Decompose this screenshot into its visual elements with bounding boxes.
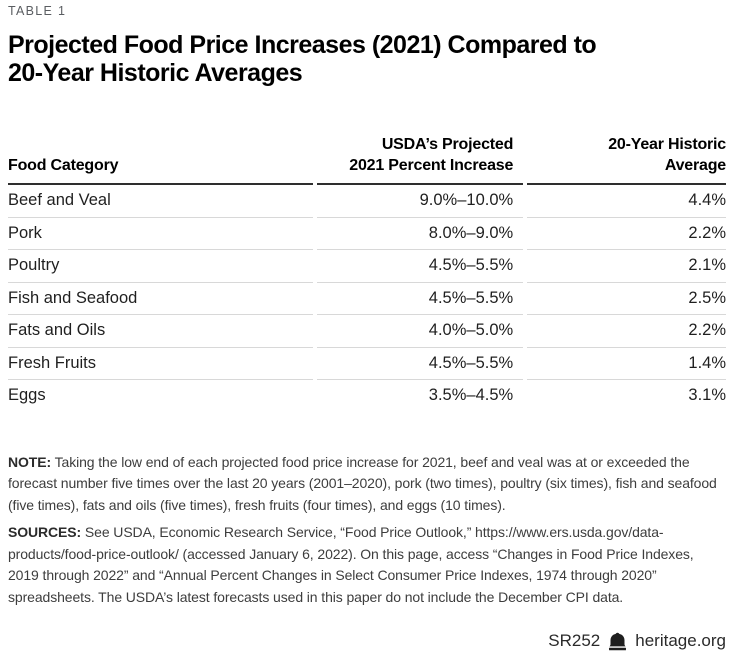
cell-category: Poultry	[8, 250, 314, 283]
cell-category: Fish and Seafood	[8, 283, 314, 315]
cell-category: Fats and Oils	[8, 315, 314, 348]
cell-historic: 2.1%	[527, 250, 726, 283]
table-header-row: Food Category USDA’s Projected 2021 Perc…	[8, 134, 726, 185]
sources-label: SOURCES:	[8, 524, 82, 540]
table-row: Beef and Veal 9.0%–10.0% 4.4%	[8, 185, 726, 218]
cell-projected: 9.0%–10.0%	[317, 185, 524, 218]
column-header-projected-line-2: 2021 Percent Increase	[349, 157, 514, 174]
cell-category: Beef and Veal	[8, 185, 314, 218]
site-link[interactable]: heritage.org	[635, 631, 726, 650]
column-header-projected-increase: USDA’s Projected 2021 Percent Increase	[317, 134, 524, 185]
cell-projected: 4.5%–5.5%	[317, 348, 524, 380]
column-header-food-category: Food Category	[8, 134, 314, 185]
note-text: Taking the low end of each projected foo…	[8, 453, 717, 513]
report-footer: SR252 heritage.org	[8, 631, 726, 651]
page-title: Projected Food Price Increases (2021) Co…	[8, 31, 726, 87]
sources-text: See USDA, Economic Research Service, “Fo…	[8, 524, 694, 605]
cell-category: Pork	[8, 218, 314, 250]
table-row: Fats and Oils 4.0%–5.0% 2.2%	[8, 315, 726, 348]
cell-projected: 8.0%–9.0%	[317, 218, 524, 250]
cell-projected: 4.5%–5.5%	[317, 250, 524, 283]
table-row: Pork 8.0%–9.0% 2.2%	[8, 218, 726, 250]
cell-historic: 2.5%	[527, 283, 726, 315]
liberty-bell-icon	[609, 632, 627, 650]
table-row: Fish and Seafood 4.5%–5.5% 2.5%	[8, 283, 726, 315]
cell-projected: 4.0%–5.0%	[317, 315, 524, 348]
note-paragraph: NOTE: Taking the low end of each project…	[8, 452, 726, 517]
cell-historic: 2.2%	[527, 218, 726, 250]
note-label: NOTE:	[8, 453, 52, 470]
cell-projected: 4.5%–5.5%	[317, 283, 524, 315]
report-id: SR252	[548, 631, 601, 650]
page-title-line-2: 20-Year Historic Averages	[8, 59, 303, 87]
table-row: Fresh Fruits 4.5%–5.5% 1.4%	[8, 348, 726, 380]
column-header-historic-average: 20-Year Historic Average	[527, 134, 726, 185]
sources-paragraph: SOURCES: See USDA, Economic Research Ser…	[8, 522, 726, 608]
column-header-projected-line-1: USDA’s Projected	[381, 136, 514, 153]
cell-category: Fresh Fruits	[8, 348, 314, 380]
food-price-table: Food Category USDA’s Projected 2021 Perc…	[4, 134, 730, 412]
cell-projected: 3.5%–4.5%	[428, 386, 514, 404]
cell-historic: 1.4%	[527, 348, 726, 380]
table-row: Eggs 3.5%–4.5% 3.1%	[8, 380, 726, 412]
page-title-line-1: Projected Food Price Increases (2021) Co…	[8, 31, 597, 59]
cell-category: Eggs	[8, 386, 46, 404]
cell-historic: 2.2%	[527, 315, 726, 348]
table-row: Poultry 4.5%–5.5% 2.1%	[8, 250, 726, 283]
table-kicker-label: TABLE 1	[8, 4, 67, 18]
cell-historic: 4.4%	[527, 185, 726, 218]
cell-historic: 3.1%	[688, 386, 726, 404]
column-header-historic-line-1: 20-Year Historic	[608, 136, 726, 153]
column-header-historic-line-2: Average	[664, 157, 726, 174]
